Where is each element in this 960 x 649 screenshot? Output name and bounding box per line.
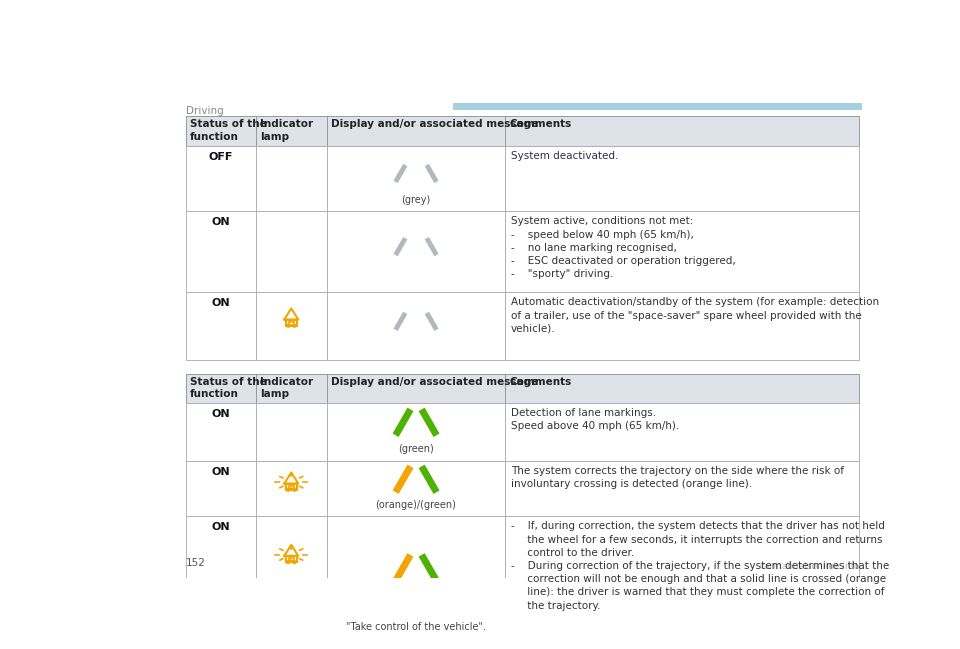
Circle shape bbox=[293, 324, 296, 327]
Bar bbox=[327, 145, 505, 211]
Bar bbox=[256, 211, 327, 292]
Bar bbox=[327, 403, 505, 461]
Bar bbox=[286, 556, 297, 562]
Text: "Take control of the vehicle".: "Take control of the vehicle". bbox=[346, 622, 486, 631]
Polygon shape bbox=[286, 594, 295, 607]
Bar bbox=[327, 292, 505, 360]
Text: (orange)/(green): (orange)/(green) bbox=[375, 500, 457, 510]
Text: System deactivated.: System deactivated. bbox=[511, 151, 618, 161]
Bar bbox=[327, 116, 505, 145]
Bar bbox=[186, 374, 256, 403]
Bar bbox=[289, 322, 294, 324]
Circle shape bbox=[287, 488, 290, 491]
Bar bbox=[186, 145, 256, 211]
Text: (green): (green) bbox=[398, 445, 434, 454]
Bar bbox=[256, 292, 327, 360]
Bar bbox=[289, 558, 294, 561]
Text: ON: ON bbox=[211, 298, 230, 308]
Text: Comments: Comments bbox=[509, 376, 571, 387]
Bar bbox=[186, 516, 256, 638]
Text: 152: 152 bbox=[186, 558, 205, 569]
Bar bbox=[505, 403, 858, 461]
Text: Detection of lane markings.
Speed above 40 mph (65 km/h).: Detection of lane markings. Speed above … bbox=[511, 408, 679, 432]
Text: Automatic deactivation/standby of the system (for example: detection
of a traile: Automatic deactivation/standby of the sy… bbox=[511, 297, 878, 334]
Bar bbox=[256, 374, 327, 403]
Circle shape bbox=[287, 561, 290, 563]
Bar bbox=[505, 211, 858, 292]
Text: System active, conditions not met:
-    speed below 40 mph (65 km/h),
-    no la: System active, conditions not met: - spe… bbox=[511, 217, 735, 279]
Circle shape bbox=[293, 561, 296, 563]
Text: Display and/or associated message: Display and/or associated message bbox=[331, 119, 538, 129]
Bar bbox=[505, 292, 858, 360]
Text: Display and/or associated message: Display and/or associated message bbox=[331, 376, 538, 387]
Text: ON: ON bbox=[211, 409, 230, 419]
Text: Status of the
function: Status of the function bbox=[190, 119, 267, 142]
Bar bbox=[186, 211, 256, 292]
Bar bbox=[186, 116, 256, 145]
Bar bbox=[256, 516, 327, 638]
Bar bbox=[186, 403, 256, 461]
Bar bbox=[327, 374, 505, 403]
Bar bbox=[256, 403, 327, 461]
Text: Comments: Comments bbox=[509, 119, 571, 129]
Circle shape bbox=[293, 488, 296, 491]
Text: The system corrects the trajectory on the side where the risk of
involuntary cro: The system corrects the trajectory on th… bbox=[511, 466, 844, 489]
Bar bbox=[256, 116, 327, 145]
Bar bbox=[256, 461, 327, 516]
Bar bbox=[186, 461, 256, 516]
Text: OFF: OFF bbox=[208, 152, 233, 162]
Bar bbox=[289, 485, 294, 489]
Bar bbox=[505, 145, 858, 211]
Text: ON: ON bbox=[211, 522, 230, 532]
Bar bbox=[327, 516, 505, 638]
Bar bbox=[186, 292, 256, 360]
Bar bbox=[505, 516, 858, 638]
Bar bbox=[286, 319, 297, 326]
Bar bbox=[327, 461, 505, 516]
Bar bbox=[327, 211, 505, 292]
Bar bbox=[256, 145, 327, 211]
Text: Indicator
lamp: Indicator lamp bbox=[260, 376, 313, 399]
Bar bbox=[505, 374, 858, 403]
Bar bbox=[505, 116, 858, 145]
Bar bbox=[453, 103, 862, 110]
Text: ON: ON bbox=[211, 467, 230, 477]
Circle shape bbox=[287, 324, 290, 327]
Text: Driving: Driving bbox=[186, 106, 224, 116]
Text: ON: ON bbox=[211, 217, 230, 227]
Text: Status of the
function: Status of the function bbox=[190, 376, 267, 399]
Text: carmanualsonline.info: carmanualsonline.info bbox=[759, 563, 860, 572]
Bar bbox=[505, 461, 858, 516]
Text: Indicator
lamp: Indicator lamp bbox=[260, 119, 313, 142]
Text: -    If, during correction, the system detects that the driver has not held
    : - If, during correction, the system dete… bbox=[511, 521, 889, 611]
Bar bbox=[286, 484, 297, 490]
Text: (grey): (grey) bbox=[401, 195, 431, 205]
